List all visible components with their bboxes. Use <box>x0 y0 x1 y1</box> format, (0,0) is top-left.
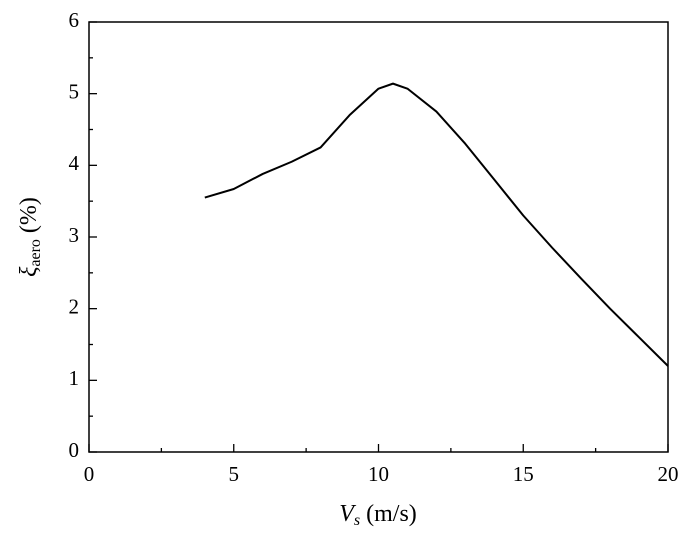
x-tick-label: 10 <box>368 462 389 486</box>
y-tick-label: 6 <box>69 8 80 32</box>
x-tick-label: 15 <box>513 462 534 486</box>
x-axis-label: Vs (m/s) <box>339 501 417 529</box>
x-label-symbol: V <box>339 501 356 527</box>
y-tick-label: 1 <box>69 366 80 390</box>
plot-frame <box>88 21 669 453</box>
y-tick-label: 0 <box>69 438 80 462</box>
y-label-subscript: aero <box>27 239 44 267</box>
x-tick-label: 0 <box>84 462 95 486</box>
y-tick-label: 3 <box>69 223 80 247</box>
y-axis-label: ξaero (%) <box>16 197 44 277</box>
y-tick-label: 2 <box>69 294 80 318</box>
x-label-unit: (m/s) <box>366 501 417 527</box>
x-label-subscript: s <box>354 512 360 529</box>
y-tick-label: 5 <box>69 79 80 103</box>
x-tick-label: 5 <box>229 462 240 486</box>
x-tick-label: 20 <box>658 462 679 486</box>
y-tick-label: 4 <box>69 151 80 175</box>
y-label-symbol: ξ <box>16 266 42 277</box>
line-series <box>204 82 669 367</box>
y-label-unit: (%) <box>16 197 42 233</box>
